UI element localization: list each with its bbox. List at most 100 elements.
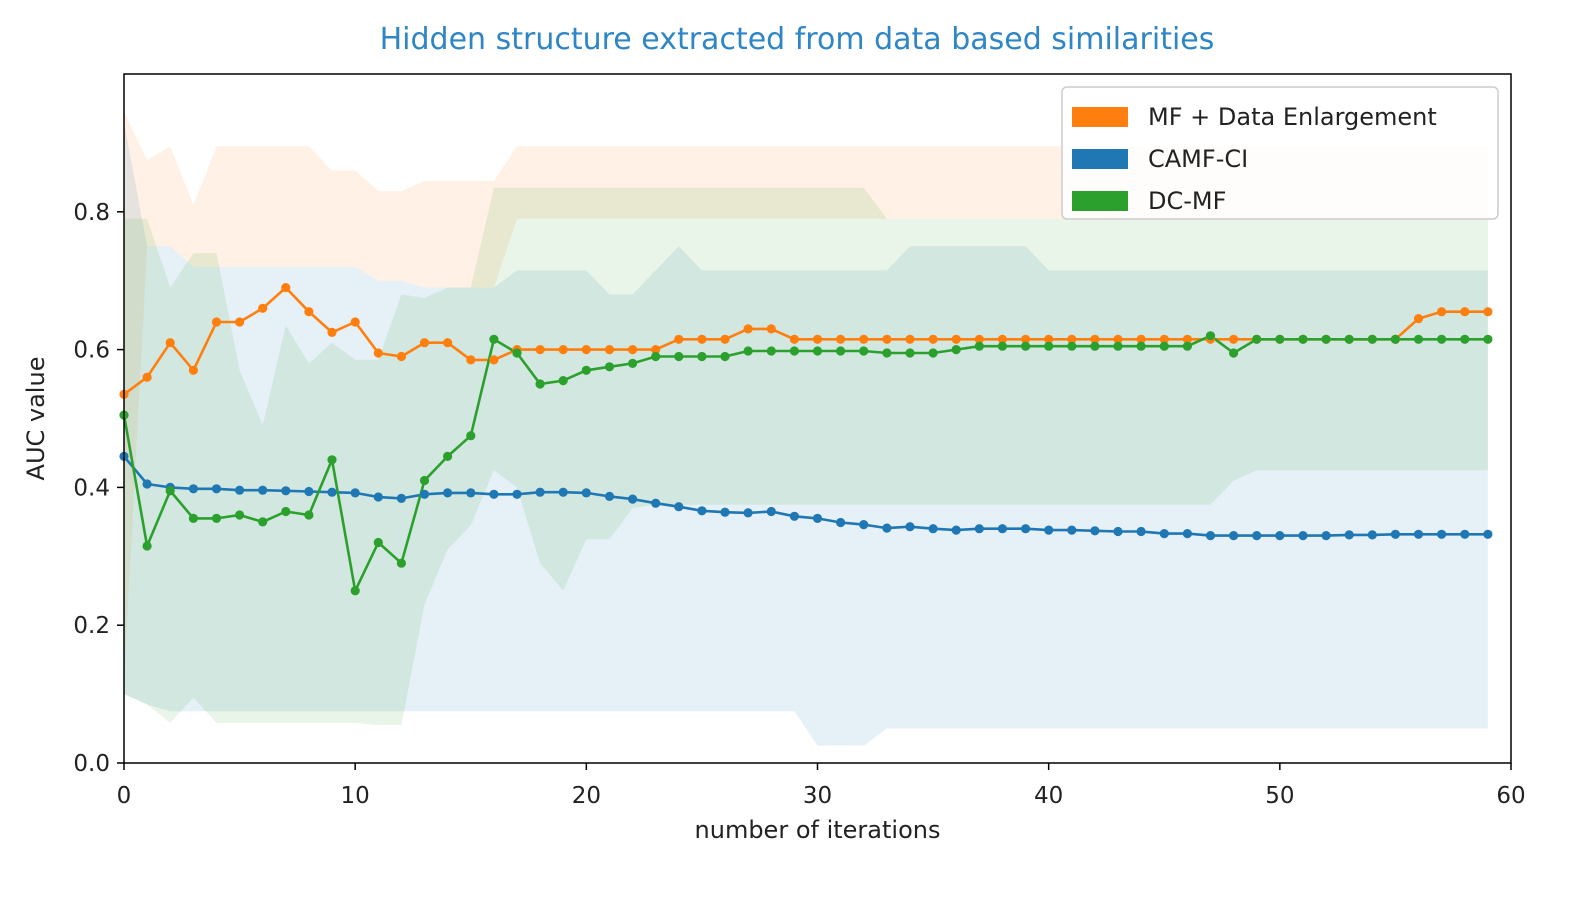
data-point [628,345,638,355]
data-point [258,517,268,527]
data-point [1413,314,1424,324]
y-axis-ticks: 0.0 0.2 0.4 0.6 0.8 [73,200,124,777]
data-point [211,513,222,524]
data-point [1298,531,1308,541]
y-tick-label: 0.4 [73,475,110,501]
data-point [1483,307,1493,317]
data-point [1321,334,1331,344]
confidence-bands [124,111,1488,746]
data-point [443,338,453,348]
x-tick-label: 0 [117,783,132,809]
data-point [396,558,406,568]
data-point [304,510,314,520]
data-point [651,498,661,508]
data-point [1437,307,1447,317]
data-point [743,324,753,334]
data-point [1390,334,1400,344]
data-point [905,348,915,358]
data-point [1090,334,1100,344]
data-point [974,341,984,351]
data-point [604,345,615,355]
data-point [350,317,360,327]
data-point [1067,525,1077,535]
data-point [974,334,984,344]
data-point [258,303,268,313]
x-tick-label: 50 [1265,783,1294,809]
data-point [997,524,1008,534]
data-point [419,489,430,499]
data-point [1159,341,1169,351]
data-point [928,334,938,344]
data-point [581,345,591,355]
data-point [258,485,268,495]
data-point [1298,334,1308,344]
data-point [327,487,337,497]
data-point [812,334,823,344]
data-point [697,351,707,362]
data-point [304,307,314,317]
data-point [1113,526,1123,537]
y-axis-label: AUC value [22,357,50,481]
data-point [674,502,684,512]
y-tick-label: 0.6 [73,338,110,364]
data-point [743,346,753,356]
data-point [1413,529,1424,539]
data-point [350,586,360,596]
data-point [558,487,568,497]
data-point [1460,334,1470,344]
data-point [905,334,915,344]
data-point [720,351,730,362]
data-point [859,334,869,344]
data-point [1483,334,1493,344]
data-point [1205,331,1216,341]
data-point [581,488,591,498]
data-point [165,486,175,496]
data-point [743,508,753,518]
data-point [142,541,152,551]
data-point [1044,334,1054,344]
data-point [1367,530,1377,540]
chart-title: Hidden structure extracted from data bas… [379,22,1215,57]
legend-label: CAMF-CI [1148,145,1248,173]
data-point [1275,531,1285,541]
data-point [812,346,823,356]
data-point [1113,341,1123,351]
data-point [1413,334,1424,344]
data-point [1182,341,1192,351]
data-point [1367,334,1377,344]
data-point [674,334,684,344]
data-point [1136,341,1146,351]
x-axis-label: number of iterations [695,816,941,844]
data-point [489,355,499,365]
data-point [1090,341,1100,351]
data-point [1136,334,1146,344]
data-point [327,327,337,337]
data-point [882,348,892,358]
data-point [489,489,499,499]
data-point [1182,529,1192,539]
data-point [720,334,730,344]
data-point [535,487,545,497]
data-point [1182,334,1192,344]
data-point [604,362,615,372]
data-point [1159,529,1169,539]
band-2 [124,187,1488,726]
data-point [951,525,961,535]
x-tick-label: 20 [572,783,601,809]
data-point [1483,529,1493,539]
data-point [489,334,499,344]
data-point [1275,334,1285,344]
data-point [1460,529,1470,539]
data-point [766,506,776,517]
data-point [789,511,800,521]
x-tick-label: 40 [1034,783,1063,809]
data-point [373,537,383,548]
data-point [766,324,776,334]
data-point [466,488,476,498]
data-point [1344,530,1354,540]
data-point [1090,526,1100,536]
data-point [512,489,522,499]
data-point [1252,334,1262,344]
data-point [928,348,938,358]
x-tick-label: 60 [1496,783,1525,809]
